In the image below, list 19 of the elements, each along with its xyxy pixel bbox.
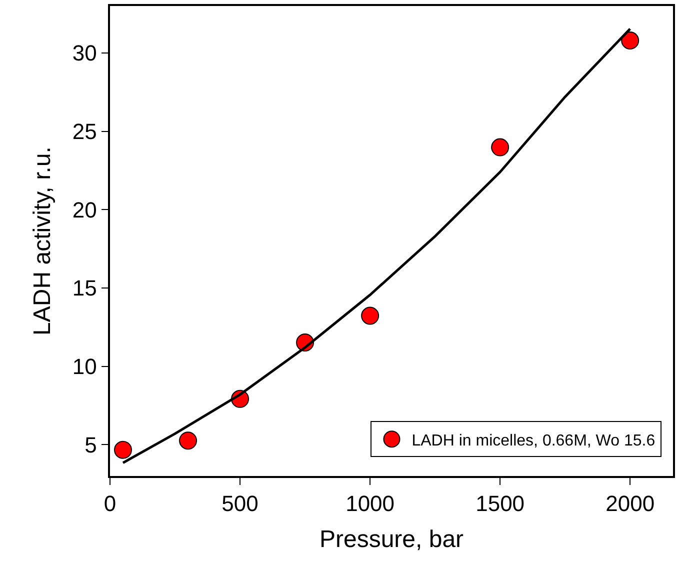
x-tick-label: 1000	[346, 491, 395, 516]
point	[179, 432, 198, 450]
x-tick-label: 2000	[606, 491, 655, 516]
y-axis-title: LADH activity, r.u.	[28, 146, 56, 336]
y-tick-label: 10	[72, 354, 97, 380]
x-tick-label: 500	[222, 491, 258, 516]
legend-label: LADH in micelles, 0.66M, Wo 15.6	[412, 432, 656, 450]
y-tick-label: 15	[72, 276, 97, 301]
x-axis-title: Pressure, bar	[319, 526, 464, 553]
point	[361, 306, 380, 325]
point	[491, 138, 510, 156]
y-tick-label: 5	[84, 432, 97, 458]
y-tick-label: 30	[72, 40, 97, 66]
y-tick-label: 20	[72, 197, 97, 222]
point	[114, 440, 132, 459]
y-tick-label: 25	[72, 119, 97, 144]
x-tick-label: 0	[104, 491, 116, 516]
point	[621, 31, 640, 50]
x-tick-label: 1500	[476, 491, 525, 516]
